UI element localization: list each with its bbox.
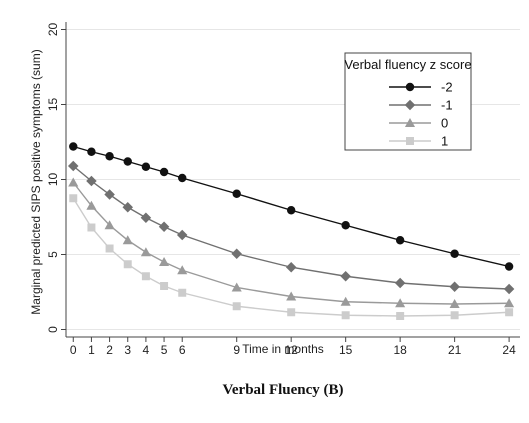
data-point-2-8	[286, 291, 297, 301]
data-point-3-5	[160, 282, 169, 290]
data-point-3-12	[505, 308, 514, 317]
data-point-3-3	[123, 260, 132, 269]
x-tick-label-18: 18	[393, 343, 407, 357]
data-point-1-2	[104, 189, 115, 200]
data-point-1-1	[86, 175, 97, 187]
data-point-2-7	[231, 282, 242, 292]
legend: Verbal fluency z score -2 -1 0 1	[344, 52, 472, 151]
data-point-1-11	[449, 281, 460, 292]
data-point-0-1	[87, 147, 96, 156]
y-tick-label-10: 10	[46, 173, 60, 187]
series-0	[69, 142, 514, 271]
data-point-0-10	[395, 236, 405, 245]
data-point-1-6	[176, 229, 188, 241]
legend-label-1: -1	[441, 98, 453, 113]
x-tick-label-1: 1	[88, 343, 95, 357]
data-point-0-8	[286, 206, 296, 215]
data-point-2-10	[395, 298, 406, 308]
data-point-2-12	[504, 298, 515, 308]
data-point-3-7	[232, 302, 241, 311]
data-point-2-1	[86, 200, 97, 210]
data-point-0-3	[123, 157, 132, 166]
legend-item-1: -1	[389, 98, 453, 113]
data-point-0-5	[159, 167, 169, 177]
legend-marker-3	[406, 137, 414, 145]
data-point-0-4	[141, 162, 151, 171]
x-tick-label-5: 5	[161, 343, 168, 357]
data-point-2-9	[340, 296, 351, 306]
legend-item-3: 1	[389, 134, 448, 149]
x-tick-label-6: 6	[179, 343, 186, 357]
legend-item-2: 0	[389, 116, 448, 131]
legend-label-0: -2	[441, 80, 453, 95]
data-point-2-0	[68, 177, 79, 187]
data-point-0-2	[105, 152, 114, 161]
x-tick-label-0: 0	[70, 343, 77, 357]
data-point-2-4	[140, 247, 151, 257]
data-point-2-3	[122, 235, 133, 245]
data-point-1-0	[68, 160, 79, 172]
data-point-1-5	[158, 221, 170, 232]
data-point-0-9	[341, 221, 350, 230]
data-point-3-6	[178, 288, 187, 297]
data-point-2-6	[177, 265, 188, 275]
data-point-0-12	[504, 262, 514, 271]
x-tick-label-3: 3	[124, 343, 131, 357]
data-point-0-7	[232, 189, 241, 198]
y-tick-label-5: 5	[46, 251, 60, 258]
data-point-1-7	[231, 248, 242, 259]
legend-label-3: 1	[441, 134, 448, 149]
legend-item-0: -2	[389, 80, 453, 95]
series-1	[68, 160, 515, 295]
legend-marker-2	[404, 117, 416, 128]
y-axis-title: Marginal predicted SIPS positive symptom…	[29, 49, 43, 314]
data-point-1-9	[340, 271, 351, 282]
x-tick-label-24: 24	[502, 343, 516, 357]
x-tick-label-9: 9	[233, 343, 240, 357]
x-tick-label-21: 21	[448, 343, 462, 357]
legend-title: Verbal fluency z score	[344, 57, 471, 72]
data-point-1-10	[394, 277, 406, 289]
figure-caption: Verbal Fluency (B)	[222, 382, 343, 398]
data-point-3-4	[141, 272, 150, 281]
data-point-3-10	[396, 312, 405, 320]
legend-label-2: 0	[441, 116, 448, 131]
data-point-1-3	[122, 202, 133, 213]
data-point-1-12	[503, 283, 515, 295]
x-tick-label-4: 4	[143, 343, 150, 357]
data-point-3-8	[287, 308, 296, 317]
data-point-2-5	[159, 256, 170, 267]
legend-marker-1	[404, 99, 416, 111]
data-point-0-6	[178, 173, 187, 183]
data-point-3-0	[69, 194, 78, 203]
data-point-2-2	[104, 220, 115, 230]
data-point-3-9	[341, 311, 350, 320]
data-point-1-8	[285, 262, 297, 273]
data-point-3-2	[105, 244, 114, 253]
x-tick-label-2: 2	[106, 343, 113, 357]
y-tick-label-15: 15	[46, 98, 60, 112]
data-point-2-11	[449, 298, 460, 309]
data-point-3-11	[450, 311, 459, 320]
data-point-1-4	[140, 212, 152, 223]
y-tick-label-20: 20	[46, 23, 60, 37]
y-tick-label-0: 0	[46, 326, 60, 333]
grid-layer	[66, 29, 520, 330]
series-layer	[68, 142, 515, 320]
x-tick-label-12: 12	[285, 343, 299, 357]
series-2	[68, 177, 515, 309]
series-3	[69, 194, 514, 320]
x-axis-title: Time in months	[242, 342, 324, 356]
x-tick-label-15: 15	[339, 343, 353, 357]
data-point-3-1	[87, 223, 96, 232]
data-point-0-11	[450, 249, 459, 258]
data-point-0-0	[69, 142, 78, 151]
legend-box	[344, 52, 472, 151]
legend-marker-0	[405, 82, 415, 92]
